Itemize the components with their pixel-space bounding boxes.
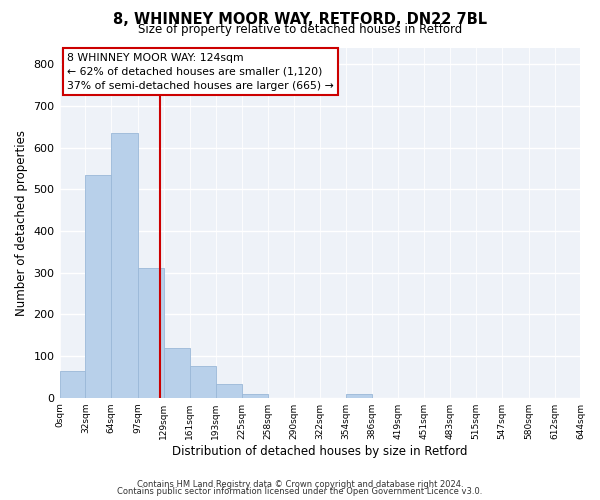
Bar bbox=[215, 384, 242, 398]
Text: Contains HM Land Registry data © Crown copyright and database right 2024.: Contains HM Land Registry data © Crown c… bbox=[137, 480, 463, 489]
Bar bbox=[112, 133, 138, 398]
Bar bbox=[138, 268, 164, 398]
Y-axis label: Number of detached properties: Number of detached properties bbox=[15, 130, 28, 316]
Bar bbox=[346, 394, 372, 398]
Text: 8, WHINNEY MOOR WAY, RETFORD, DN22 7BL: 8, WHINNEY MOOR WAY, RETFORD, DN22 7BL bbox=[113, 12, 487, 28]
Bar bbox=[164, 348, 190, 398]
X-axis label: Distribution of detached houses by size in Retford: Distribution of detached houses by size … bbox=[172, 444, 468, 458]
Text: 8 WHINNEY MOOR WAY: 124sqm
← 62% of detached houses are smaller (1,120)
37% of s: 8 WHINNEY MOOR WAY: 124sqm ← 62% of deta… bbox=[67, 53, 334, 91]
Bar bbox=[190, 366, 215, 398]
Bar bbox=[85, 174, 112, 398]
Bar bbox=[59, 370, 85, 398]
Text: Contains public sector information licensed under the Open Government Licence v3: Contains public sector information licen… bbox=[118, 487, 482, 496]
Text: Size of property relative to detached houses in Retford: Size of property relative to detached ho… bbox=[138, 22, 462, 36]
Bar bbox=[242, 394, 268, 398]
